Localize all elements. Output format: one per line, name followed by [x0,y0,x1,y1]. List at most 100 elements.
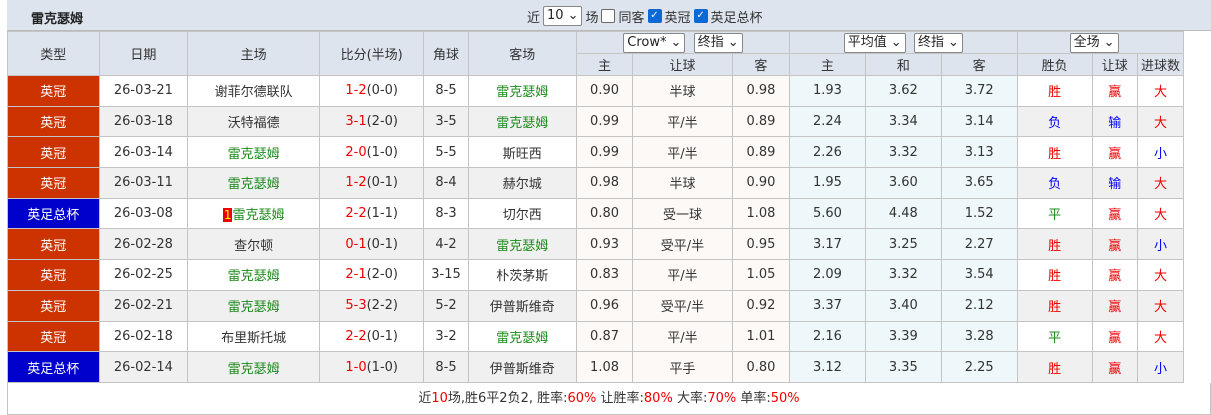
away-team[interactable]: 伊普斯维奇 [467,289,577,322]
same-venue-label: 同客 [618,10,645,26]
corners: 3-5 [423,105,469,138]
away-team[interactable]: 赫尔城 [467,167,577,199]
eu-away-odds: 3.72 [940,75,1018,107]
away-team[interactable]: 斯旺西 [467,136,577,169]
ah-kind-select[interactable]: 终指 ⌄ [693,32,743,53]
ah-line: 受平/半 [632,289,733,322]
result-ah: 赢 [1091,259,1138,291]
result-goals: 大 [1136,320,1185,353]
half-score: (0-1) [366,328,398,344]
score[interactable]: 1-2(0-0) [319,75,425,107]
away-team-name: 斯旺西 [502,146,542,162]
home-team[interactable]: 雷克瑟姆 [187,351,321,383]
ah-away-odds: 0.89 [731,136,791,169]
filter-suffix: 场 [585,10,599,26]
score[interactable]: 2-2(1-1) [319,197,425,230]
eu-home-odds: 2.26 [789,136,866,169]
result-wl: 胜 [1016,351,1093,383]
eu-draw-odds: 3.62 [864,75,942,107]
league-type[interactable]: 英冠 [7,289,100,322]
league-type[interactable]: 英冠 [7,167,100,199]
odd-rate: 50% [770,390,800,406]
home-team[interactable]: 布里斯托城 [187,320,321,353]
full-score: 0-1 [345,236,367,252]
ah-home-odds: 0.98 [575,167,634,199]
league-type[interactable]: 英足总杯 [7,197,100,230]
result-ah: 赢 [1091,136,1138,169]
eu-home-odds: 2.16 [789,320,866,353]
match-count-select[interactable]: 10 ⌄ [543,6,583,26]
score[interactable]: 2-1(2-0) [319,259,425,291]
ah-home-odds: 0.93 [575,228,634,261]
home-team[interactable]: 沃特福德 [187,105,321,138]
scope-select[interactable]: 全场 ⌄ [1069,32,1119,53]
header-eu-draw: 和 [864,53,942,76]
score[interactable]: 5-3(2-2) [319,289,425,322]
score[interactable]: 2-2(0-1) [319,320,425,353]
avg-select[interactable]: 平均值 ⌄ [843,32,906,53]
away-team[interactable]: 伊普斯维奇 [467,351,577,383]
header-result-goals: 进球数 [1136,53,1185,76]
score[interactable]: 2-0(1-0) [319,136,425,169]
away-team[interactable]: 雷克瑟姆 [467,105,577,138]
away-team-name: 伊普斯维奇 [489,361,555,377]
home-team-name: 雷克瑟姆 [227,177,280,193]
home-team-name: 雷克瑟姆 [227,361,280,377]
score[interactable]: 1-2(0-1) [319,167,425,199]
corners: 8-5 [423,351,469,383]
ah-kind-value: 终指 [697,34,724,50]
league-type[interactable]: 英足总杯 [7,351,100,383]
result-goals: 小 [1136,228,1185,261]
league-type[interactable]: 英冠 [7,259,100,291]
home-team[interactable]: 1雷克瑟姆 [187,197,321,230]
eu-away-odds: 3.13 [940,136,1018,169]
table-row: 英冠 26-03-18 沃特福德 3-1(2-0) 3-5 雷克瑟姆 0.99 平/半 0.89… [7,105,1211,138]
result-wl: 负 [1016,105,1093,138]
score[interactable]: 3-1(2-0) [319,105,425,138]
eu-kind-select[interactable]: 终指 ⌄ [913,32,963,53]
league2-checkbox[interactable]: ✓ [693,9,708,23]
league-type[interactable]: 英冠 [7,136,100,169]
ah-home-odds: 0.83 [575,259,634,291]
eu-away-odds: 3.28 [940,320,1018,353]
match-date: 26-02-14 [98,351,189,383]
table-row: 英冠 26-03-21 谢菲尔德联队 1-2(0-0) 8-5 雷克瑟姆 0.90 半球 0.9… [7,75,1211,107]
league1-checkbox[interactable]: ✓ [647,9,662,23]
league-type[interactable]: 英冠 [7,320,100,353]
home-team-name: 布里斯托城 [221,330,287,346]
summary-text: 近 [418,390,432,406]
home-team[interactable]: 雷克瑟姆 [187,167,321,199]
same-venue-checkbox[interactable] [601,9,616,23]
score[interactable]: 1-0(1-0) [319,351,425,383]
home-team[interactable]: 雷克瑟姆 [187,259,321,291]
league-type[interactable]: 英冠 [7,75,100,107]
away-team[interactable]: 朴茨茅斯 [467,259,577,291]
league-type[interactable]: 英冠 [7,228,100,261]
away-team[interactable]: 雷克瑟姆 [467,320,577,353]
score[interactable]: 0-1(0-1) [319,228,425,261]
home-team[interactable]: 雷克瑟姆 [187,136,321,169]
full-score: 2-1 [345,267,367,283]
ah-home-odds: 0.99 [575,105,634,138]
ah-line: 平/半 [632,136,733,169]
result-goals: 小 [1136,136,1185,169]
company-select[interactable]: Crow* ⌄ [623,32,686,53]
header-result-wl: 胜负 [1016,53,1093,76]
home-team[interactable]: 查尔顿 [187,228,321,261]
away-team[interactable]: 雷克瑟姆 [467,75,577,107]
eu-away-odds: 1.52 [940,197,1018,230]
away-team[interactable]: 切尔西 [467,197,577,230]
away-team[interactable]: 雷克瑟姆 [467,228,577,261]
header-ah-home: 主 [575,53,634,76]
eu-away-odds: 2.27 [940,228,1018,261]
eu-draw-odds: 4.48 [864,197,942,230]
eu-away-odds: 3.54 [940,259,1018,291]
ah-home-odds: 0.87 [575,320,634,353]
ah-win-rate: 80% [643,390,673,406]
home-team[interactable]: 雷克瑟姆 [187,289,321,322]
filters: 近 10 ⌄ 场 同客 ✓ 英冠 ✓ 英足总杯 [527,6,763,26]
home-team[interactable]: 谢菲尔德联队 [187,75,321,107]
league-type[interactable]: 英冠 [7,105,100,138]
header-date: 日期 [98,31,189,76]
result-ah: 赢 [1091,197,1138,230]
